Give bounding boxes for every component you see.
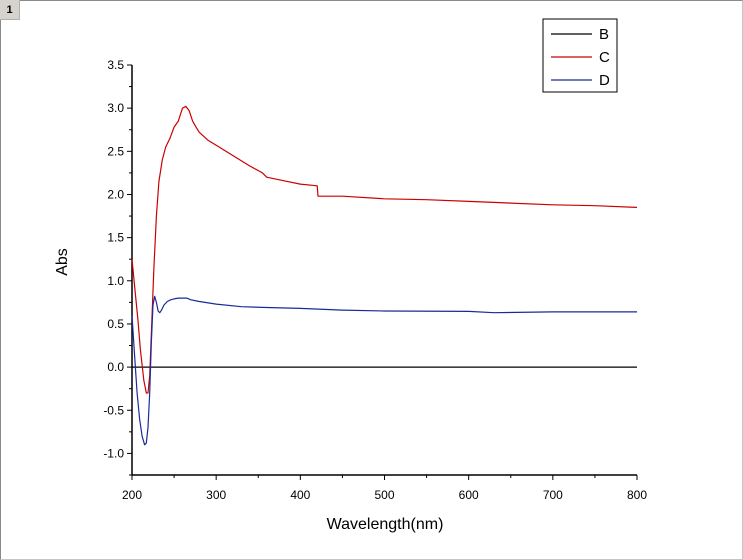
y-tick-label: 1.0 bbox=[107, 274, 124, 288]
x-tick-label: 700 bbox=[543, 488, 563, 502]
x-tick-label: 600 bbox=[459, 488, 479, 502]
y-tick-label: 3.0 bbox=[107, 101, 124, 115]
y-tick-label: 0.0 bbox=[107, 360, 124, 374]
legend-items: BCD bbox=[551, 26, 610, 89]
x-ticks: 200 300 400 500 600 700 800 bbox=[122, 475, 647, 502]
x-tick-label: 500 bbox=[374, 488, 394, 502]
x-tick-label: 300 bbox=[206, 488, 226, 502]
y-tick-label: 1.5 bbox=[107, 231, 124, 245]
series-line-c bbox=[131, 105, 638, 394]
y-tick-label: 2.5 bbox=[107, 144, 124, 158]
legend-label-d: D bbox=[599, 72, 610, 89]
x-axis-title: Wavelength(nm) bbox=[327, 516, 444, 533]
legend[interactable]: BCD bbox=[542, 18, 618, 93]
x-tick-label: 200 bbox=[122, 488, 142, 502]
series-line-d bbox=[131, 295, 637, 446]
page-number-badge[interactable]: 1 bbox=[0, 0, 20, 20]
x-tick-label: 800 bbox=[627, 488, 647, 502]
y-axis-title: Abs bbox=[54, 248, 71, 276]
legend-label-c: C bbox=[599, 49, 610, 66]
y-tick-label: -0.5 bbox=[103, 403, 124, 417]
y-tick-label: -1.0 bbox=[103, 446, 124, 460]
series-layer bbox=[131, 105, 638, 446]
x-tick-label: 400 bbox=[290, 488, 310, 502]
legend-label-b: B bbox=[599, 26, 609, 43]
y-tick-label: 3.5 bbox=[107, 58, 124, 72]
axes bbox=[131, 65, 637, 476]
y-tick-label: 2.0 bbox=[107, 187, 124, 201]
y-ticks: -1.0 -0.5 0.0 0.5 1.0 1.5 2.0 2.5 3.0 3.5 bbox=[103, 58, 132, 476]
y-tick-label: 0.5 bbox=[107, 317, 124, 331]
